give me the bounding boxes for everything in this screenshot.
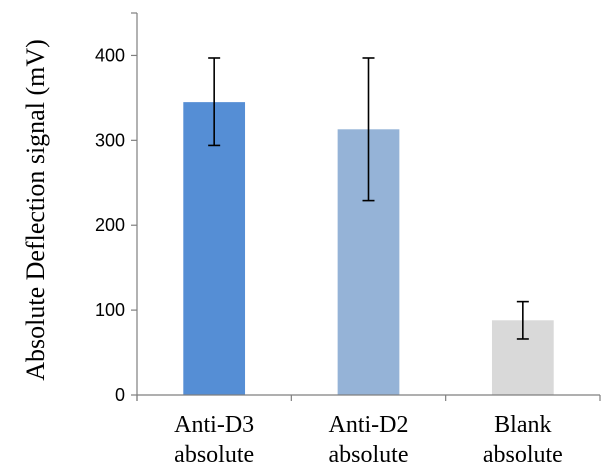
y-axis-label: Absolute Deflection signal (mV): [21, 39, 50, 381]
y-tick-label: 400: [95, 45, 125, 65]
x-tick-label-3-line1: Blank: [494, 412, 551, 438]
y-tick-label: 0: [115, 385, 125, 405]
y-tick-label: 200: [95, 215, 125, 235]
axes-layer: [131, 12, 601, 401]
error-bars-layer: [208, 57, 529, 340]
error-bar-1: [208, 57, 221, 147]
x-tick-label-1-line1: Anti-D3: [174, 412, 254, 438]
y-tick-labels: 0 100 200 300 400: [95, 45, 125, 405]
x-tick-labels: Anti-D3 absolute Anti-D2 absolute Blank absol…: [174, 412, 563, 468]
error-bar-2: [362, 57, 375, 202]
y-tick-label: 100: [95, 300, 125, 320]
y-tick-label: 300: [95, 130, 125, 150]
error-bar-3: [516, 300, 529, 340]
x-tick-label-2-line2: absolute: [329, 442, 409, 468]
x-tick-label-1-line2: absolute: [174, 442, 254, 468]
x-tick-label-2-line1: Anti-D2: [329, 412, 409, 438]
x-tick-label-3-line2: absolute: [483, 442, 563, 468]
bar-1: [183, 102, 246, 395]
